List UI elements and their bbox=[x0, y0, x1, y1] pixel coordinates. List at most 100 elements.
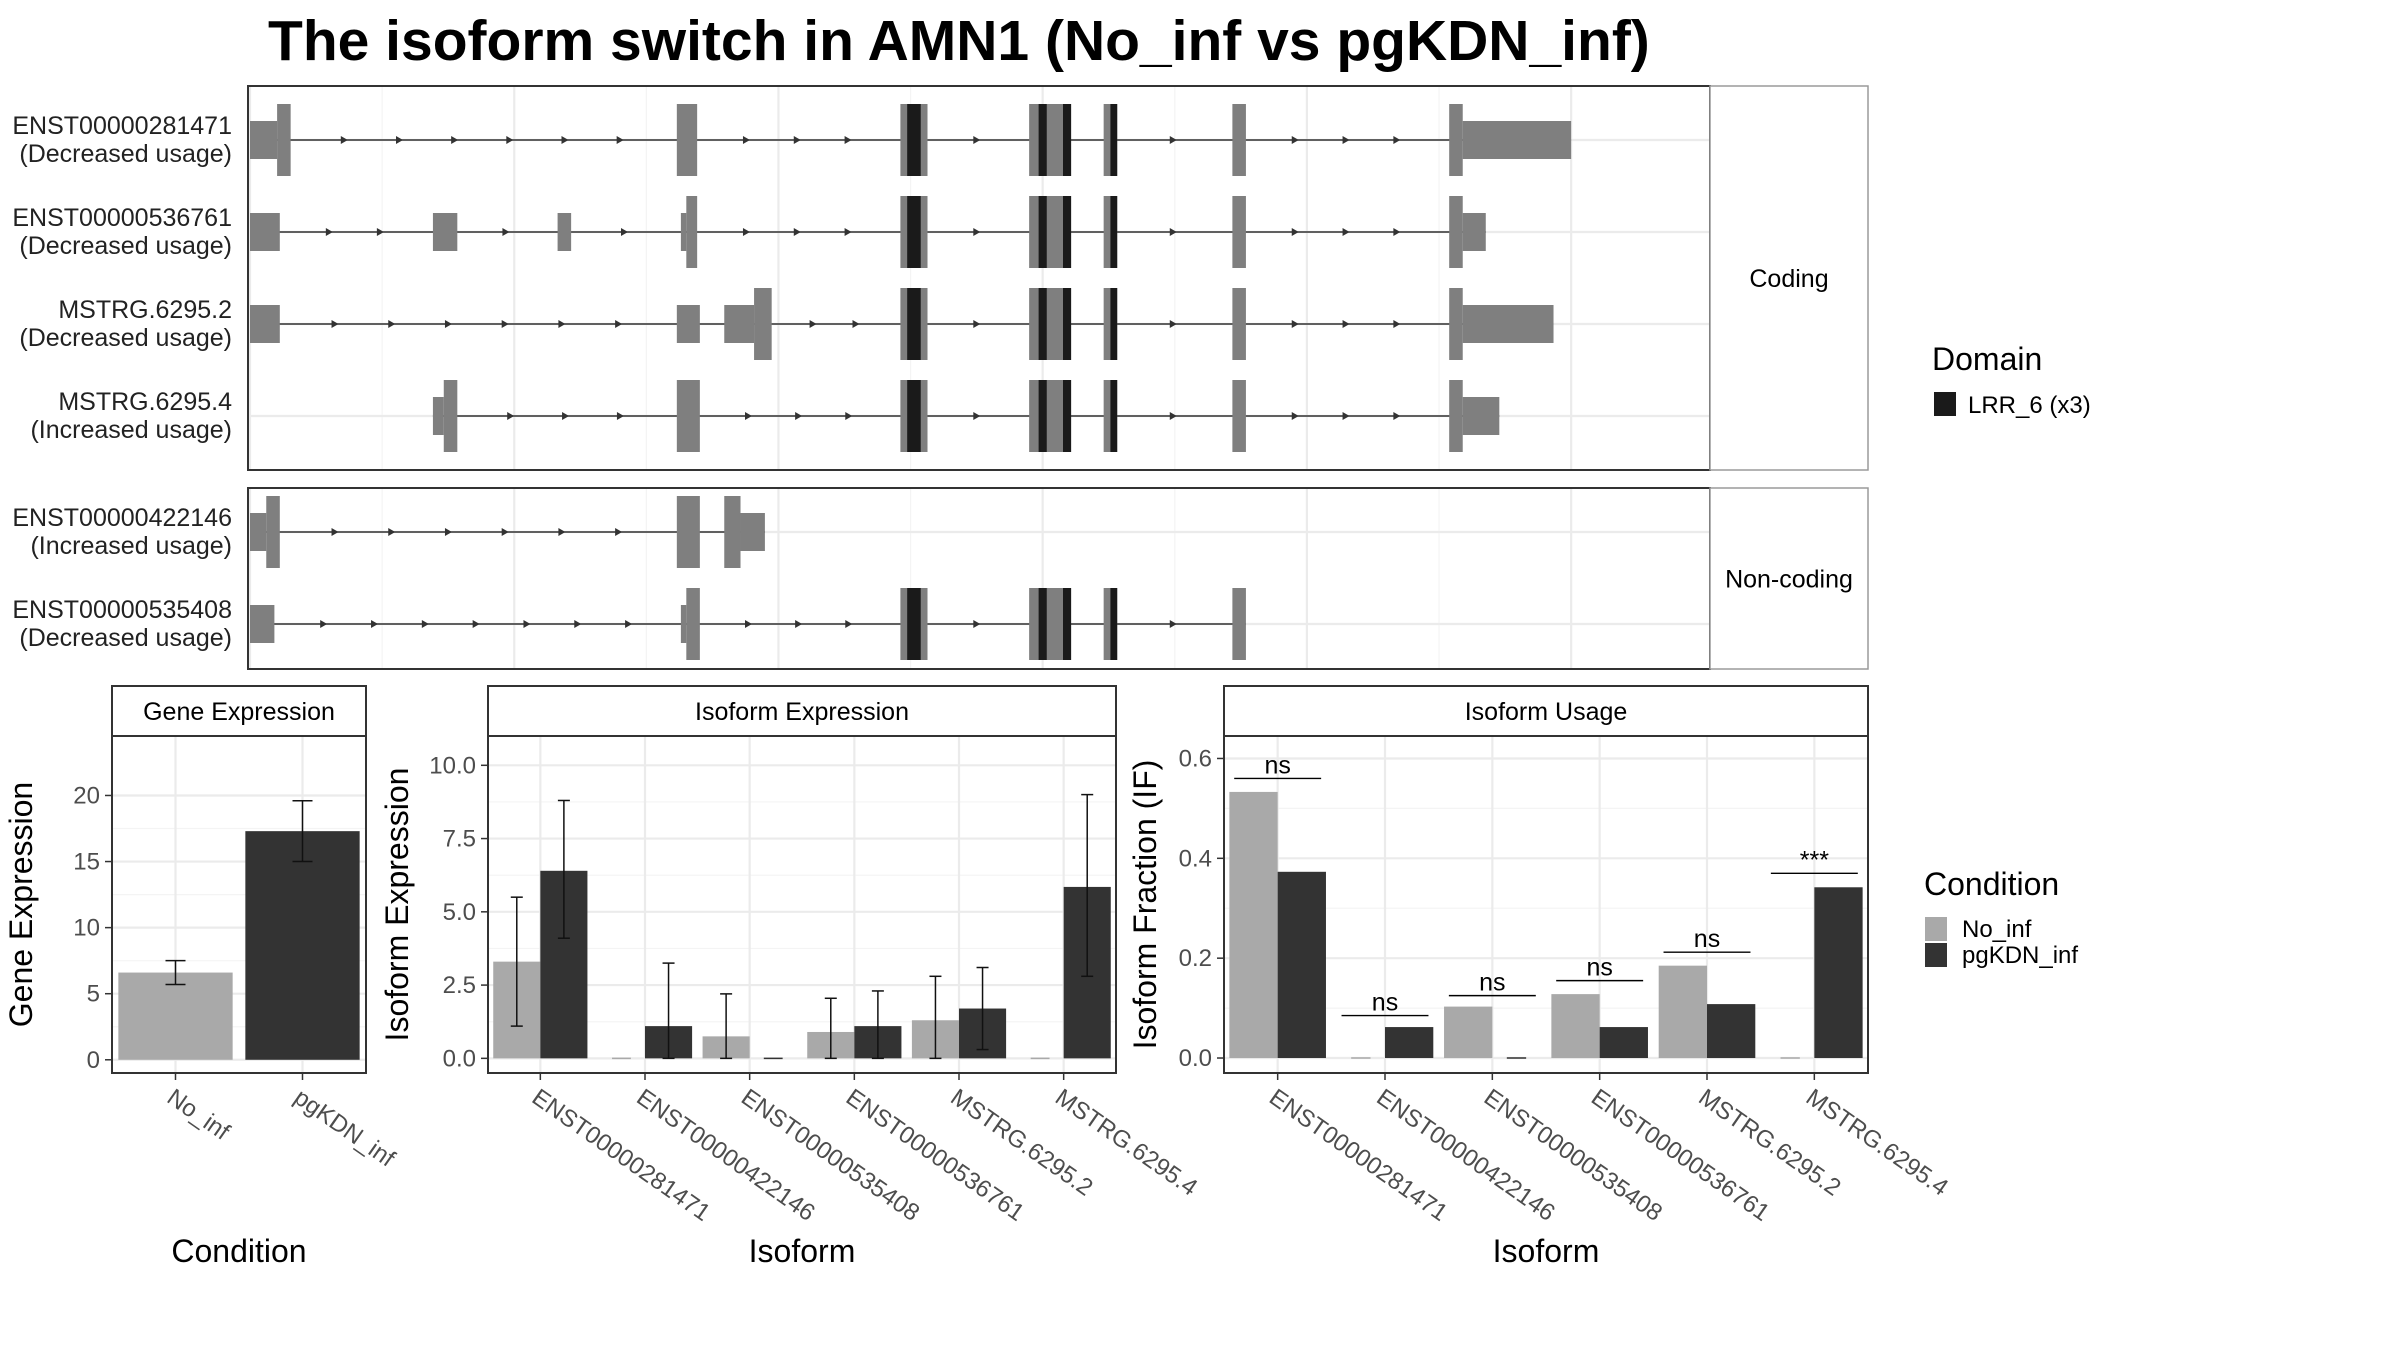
y-axis-title: Isoform Expression bbox=[379, 768, 415, 1042]
significance-label: *** bbox=[1800, 846, 1829, 874]
chart-title: Isoform Expression bbox=[695, 698, 909, 726]
intron-arrow bbox=[558, 320, 566, 328]
intron-arrow bbox=[574, 620, 582, 628]
utr-exon bbox=[1462, 213, 1486, 251]
lrr6-domain bbox=[1038, 588, 1047, 660]
intron-arrow bbox=[742, 136, 750, 144]
intron-arrow bbox=[501, 320, 509, 328]
intron-arrow bbox=[844, 228, 852, 236]
error-bar bbox=[165, 959, 186, 986]
lrr6-domain bbox=[1038, 104, 1047, 176]
error-bar bbox=[824, 997, 837, 1060]
y-tick-label: 5 bbox=[87, 981, 100, 1008]
transcript-panel-strips: Coding Non-coding bbox=[247, 85, 1869, 670]
coding-exon bbox=[277, 104, 291, 176]
transcript-structure-plot: ENST00000281471(Decreased usage)ENST0000… bbox=[12, 85, 1869, 670]
bar-pgkdn-inf-mstrg-6295-2 bbox=[1707, 1004, 1756, 1059]
panel-strip bbox=[1709, 85, 1869, 471]
intron-arrow bbox=[809, 320, 817, 328]
bar-no-inf bbox=[118, 972, 233, 1060]
lrr6-domain bbox=[1110, 588, 1118, 660]
intron-arrow bbox=[561, 136, 569, 144]
intron-arrow bbox=[845, 620, 853, 628]
transcript-id-label: MSTRG.6295.2 bbox=[58, 296, 232, 324]
lrr6-domain bbox=[1063, 588, 1072, 660]
transcript-usage-label: (Increased usage) bbox=[30, 416, 232, 444]
condition-legend-key-pgkdn-inf bbox=[1925, 943, 1947, 967]
bar-no-inf-enst00000536761 bbox=[1551, 994, 1600, 1059]
x-tick-label: ENST00000281471 bbox=[1264, 1084, 1452, 1227]
intron-arrow bbox=[444, 320, 452, 328]
lrr6-domain bbox=[1110, 104, 1118, 176]
coding-exon bbox=[724, 496, 741, 568]
bar-no-inf-enst00000535408 bbox=[1444, 1006, 1493, 1059]
intron-arrow bbox=[793, 136, 801, 144]
intron-arrow bbox=[395, 136, 403, 144]
intron-arrow bbox=[1393, 412, 1401, 420]
utr-exon bbox=[250, 121, 278, 159]
intron-arrow bbox=[331, 528, 339, 536]
coding-exon bbox=[1232, 104, 1246, 176]
transcript-id-label: ENST00000535408 bbox=[12, 596, 232, 624]
intron-arrow bbox=[744, 620, 752, 628]
utr-exon bbox=[740, 513, 765, 551]
x-tick-label: ENST00000535408 bbox=[736, 1084, 924, 1227]
transcript-id-label: ENST00000422146 bbox=[12, 504, 232, 532]
intron-arrow bbox=[388, 320, 396, 328]
transcript-usage-label: (Increased usage) bbox=[30, 532, 232, 560]
lrr6-domain bbox=[1038, 196, 1047, 268]
utr-exon bbox=[1462, 397, 1500, 435]
intron-arrow bbox=[502, 228, 510, 236]
bar-pgkdn-inf-enst00000536761 bbox=[1599, 1027, 1648, 1059]
intron-arrow bbox=[973, 136, 981, 144]
gene-expression-chart: Gene Expression 0 5 10 15 20 No_inf pgKDN_inf Co… bbox=[3, 685, 400, 1269]
y-tick-label: 0.0 bbox=[1179, 1045, 1212, 1072]
intron-arrow bbox=[376, 228, 384, 236]
intron-arrow bbox=[501, 528, 509, 536]
coding-exon bbox=[754, 288, 772, 360]
domain-legend: Domain LRR_6 (x3) bbox=[1932, 341, 2091, 419]
chart-strip bbox=[1223, 685, 1869, 737]
domain-legend-label: LRR_6 (x3) bbox=[1968, 392, 2091, 419]
coding-exon bbox=[1449, 196, 1463, 268]
utr-exon bbox=[432, 213, 458, 251]
intron-arrow bbox=[1291, 412, 1299, 420]
intron-arrow bbox=[1342, 320, 1350, 328]
error-bar bbox=[557, 799, 570, 939]
transcript-id-label: ENST00000281471 bbox=[12, 112, 232, 140]
intron-arrow bbox=[793, 228, 801, 236]
coding-exon bbox=[686, 196, 698, 268]
coding-transcripts-panel bbox=[248, 86, 1710, 470]
lrr6-domain bbox=[907, 196, 921, 268]
intron-arrow bbox=[616, 136, 624, 144]
lrr6-domain bbox=[1063, 380, 1072, 452]
lrr6-domain bbox=[907, 104, 921, 176]
intron-arrow bbox=[320, 620, 328, 628]
x-axis-title: Isoform bbox=[749, 1233, 856, 1269]
intron-arrow bbox=[1169, 228, 1177, 236]
intron-arrow bbox=[795, 412, 803, 420]
domain-legend-title: Domain bbox=[1932, 341, 2042, 377]
utr-exon bbox=[250, 213, 280, 251]
significance-label: ns bbox=[1586, 954, 1612, 982]
y-tick-label: 10.0 bbox=[429, 752, 476, 779]
coding-exon bbox=[443, 380, 458, 452]
x-tick-label: ENST00000536761 bbox=[841, 1084, 1029, 1227]
panel-strip-label: Coding bbox=[1749, 265, 1828, 293]
lrr6-domain bbox=[1038, 380, 1047, 452]
error-bar bbox=[292, 800, 313, 863]
lrr6-domain bbox=[1110, 380, 1118, 452]
intron-arrow bbox=[451, 136, 459, 144]
intron-arrow bbox=[616, 412, 624, 420]
intron-arrow bbox=[973, 228, 981, 236]
intron-arrow bbox=[1342, 136, 1350, 144]
transcript-id-label: ENST00000536761 bbox=[12, 204, 232, 232]
coding-exon bbox=[1232, 288, 1246, 360]
utr-exon bbox=[557, 213, 572, 251]
coding-exon bbox=[676, 380, 700, 452]
panel-strip-label: Non-coding bbox=[1725, 566, 1853, 594]
intron-arrow bbox=[1169, 320, 1177, 328]
bar-pgkdn-inf bbox=[245, 831, 360, 1060]
intron-arrow bbox=[852, 320, 860, 328]
